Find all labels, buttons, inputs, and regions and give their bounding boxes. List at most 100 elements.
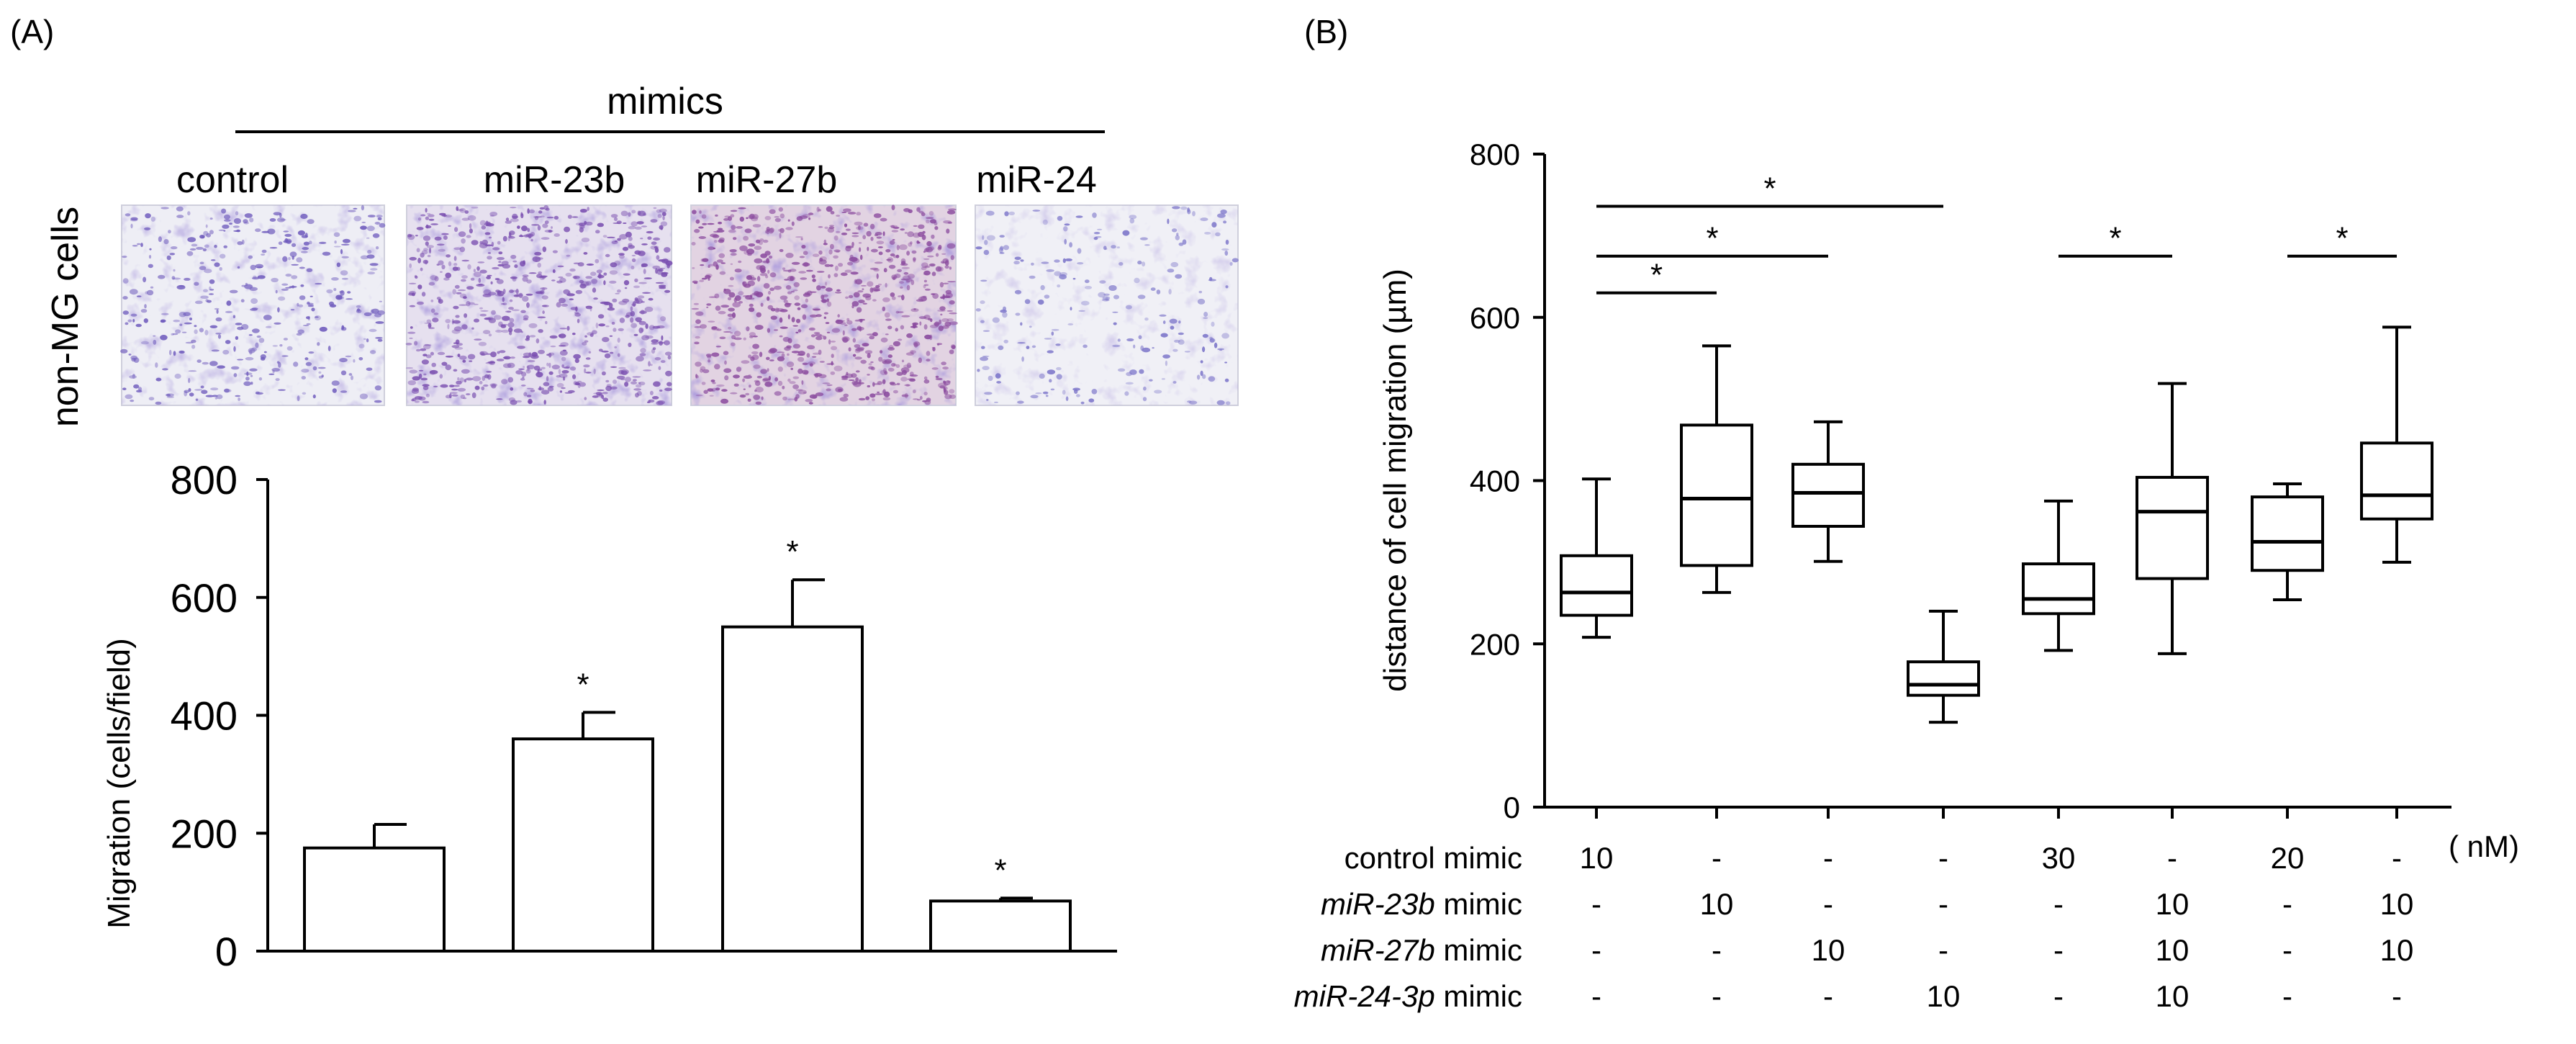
table-row-label: miR-27b mimic	[1321, 933, 1522, 967]
cell-speck	[537, 225, 541, 231]
cell-speck	[653, 381, 661, 387]
cell-speck	[1096, 228, 1103, 230]
cell-speck	[510, 217, 519, 222]
cell-speck	[742, 378, 745, 382]
cell-speck	[548, 371, 553, 375]
cell-speck	[225, 310, 233, 313]
cell-speck	[528, 209, 535, 214]
cell-speck	[203, 230, 209, 236]
cell-speck	[882, 397, 891, 401]
cell-speck	[1231, 258, 1239, 263]
cell-speck	[533, 365, 541, 371]
cell-speck	[792, 343, 800, 349]
cell-speck	[541, 295, 548, 300]
cell-speck	[708, 265, 710, 269]
cell-speck	[630, 381, 638, 385]
cell-speck	[230, 366, 240, 370]
cell-speck	[561, 370, 569, 374]
cell-speck	[570, 307, 578, 310]
cell-speck	[611, 321, 615, 325]
cell-speck	[854, 221, 863, 226]
cell-speck	[625, 231, 632, 238]
cell-speck	[339, 358, 348, 363]
cell-speck	[808, 217, 811, 220]
cell-speck	[931, 234, 935, 239]
cell-speck	[456, 380, 462, 385]
cell-speck	[583, 364, 590, 368]
cell-speck	[457, 387, 466, 392]
cell-speck	[497, 351, 500, 354]
cell-speck	[1081, 300, 1090, 306]
cell-speck	[794, 295, 800, 300]
cell-speck	[426, 319, 432, 323]
cell-speck	[848, 212, 857, 215]
cell-speck	[269, 247, 278, 249]
cell-speck	[787, 314, 790, 320]
cell-speck	[523, 392, 528, 397]
cell-speck	[730, 342, 736, 346]
cell-speck	[497, 240, 501, 245]
cell-speck	[1202, 333, 1208, 338]
table-row-control-mimic: control mimic	[1345, 841, 1522, 875]
cell-speck	[375, 246, 379, 250]
cell-speck	[798, 390, 807, 395]
cell-speck	[502, 297, 505, 302]
cell-speck	[795, 236, 803, 238]
cell-speck	[505, 310, 512, 313]
cell-speck	[650, 245, 659, 250]
cell-speck	[610, 214, 618, 218]
cell-speck	[823, 294, 828, 297]
cell-speck	[418, 396, 426, 401]
cell-speck	[700, 264, 705, 266]
cell-speck	[250, 298, 258, 305]
cell-speck	[178, 350, 185, 354]
cell-speck	[946, 243, 956, 249]
cell-speck	[734, 269, 742, 273]
cell-speck	[261, 230, 270, 233]
cell-speck	[250, 308, 258, 311]
cell-speck	[1111, 245, 1116, 249]
cell-speck	[302, 325, 309, 327]
cell-speck	[122, 310, 129, 315]
cell-speck	[980, 300, 985, 305]
cell-speck	[534, 251, 542, 256]
cell-speck	[529, 335, 536, 338]
cell-speck	[278, 389, 286, 391]
cell-speck	[593, 297, 598, 300]
cell-speck	[891, 296, 896, 300]
cell-speck	[707, 388, 714, 392]
cell-speck	[573, 381, 578, 385]
cell-speck	[753, 364, 761, 369]
cell-speck	[808, 327, 815, 331]
cell-speck	[452, 384, 460, 387]
cell-speck	[1203, 312, 1208, 317]
cell-speck	[356, 305, 361, 308]
cell-speck	[613, 328, 617, 332]
cell-speck	[850, 271, 859, 275]
cell-speck	[779, 335, 783, 338]
cell-speck	[603, 272, 607, 276]
cell-speck	[818, 349, 822, 355]
cell-speck	[865, 295, 872, 301]
cell-speck	[903, 364, 912, 369]
cell-speck	[942, 282, 949, 284]
cell-speck	[878, 251, 883, 256]
cell-speck	[276, 217, 286, 222]
cell-speck	[1030, 395, 1039, 399]
cell-speck	[749, 213, 755, 220]
cell-speck	[916, 299, 924, 302]
cell-speck	[459, 246, 466, 253]
cell-speck	[910, 241, 913, 245]
cell-speck	[215, 333, 222, 335]
cell-speck	[790, 367, 793, 370]
cell-speck	[336, 262, 341, 267]
cell-speck	[292, 256, 294, 260]
cell-speck	[496, 359, 505, 361]
cell-speck	[538, 271, 542, 275]
cell-speck	[1031, 345, 1036, 348]
significance-star-mir-23b: *	[577, 667, 589, 702]
cell-speck	[449, 393, 452, 399]
cell-speck	[431, 362, 436, 367]
cell-speck	[797, 368, 803, 374]
cell-speck	[703, 390, 708, 395]
